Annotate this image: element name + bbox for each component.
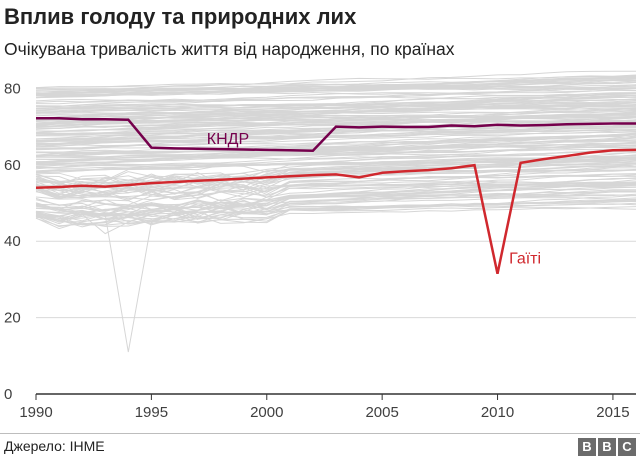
y-tick-label: 80	[4, 80, 21, 97]
country-line	[35, 75, 637, 89]
country-line	[59, 210, 152, 235]
x-tick-label: 2000	[250, 404, 283, 421]
country-line	[35, 119, 637, 147]
country-line	[35, 145, 637, 153]
country-line	[35, 191, 636, 223]
x-tick-label: 2015	[596, 404, 629, 421]
haiti-label: Гаїті	[509, 250, 541, 267]
country-line	[35, 151, 637, 163]
country-line	[35, 189, 636, 219]
x-tick-label: 1990	[19, 404, 52, 421]
country-line	[35, 80, 637, 97]
source-note: Джерело: IHME	[4, 438, 105, 454]
y-tick-label: 20	[4, 310, 21, 327]
country-line	[35, 102, 637, 123]
country-line	[35, 173, 637, 212]
country-line	[35, 95, 637, 103]
chart-subtitle: Очікувана тривалість життя від народженн…	[4, 39, 455, 59]
country-line	[35, 180, 637, 200]
country-line	[35, 174, 637, 196]
country-line	[35, 144, 637, 156]
y-tick-label: 40	[4, 233, 21, 250]
country-line	[35, 135, 637, 163]
country-line	[35, 117, 637, 143]
north-korea-line	[36, 116, 636, 152]
chart-title: Вплив голоду та природних лих	[4, 4, 357, 29]
country-line	[35, 198, 637, 225]
bbc-logo-block: B	[598, 438, 616, 456]
country-line	[35, 113, 637, 119]
country-line	[35, 110, 637, 126]
country-line	[35, 144, 637, 174]
country-line	[35, 206, 637, 221]
country-line	[35, 85, 637, 96]
country-line	[35, 131, 637, 143]
country-line	[35, 92, 637, 113]
country-line	[35, 106, 637, 115]
country-line	[35, 164, 637, 195]
life-expectancy-chart: 0 20 40 60 80 КНДР Гаїті 1990 1995 2000 2005 2010 20…	[4, 70, 637, 421]
country-line	[35, 78, 637, 99]
country-line	[35, 104, 637, 117]
country-line	[35, 133, 637, 165]
country-line	[35, 157, 637, 167]
x-tick-label: 2010	[481, 404, 514, 421]
country-line	[35, 160, 637, 168]
footer-divider	[0, 433, 640, 434]
haiti-line	[35, 148, 637, 274]
bbc-logo: B B C	[578, 438, 636, 456]
country-line	[35, 199, 637, 230]
y-tick-label: 0	[4, 386, 12, 403]
x-tick-label: 1995	[135, 404, 168, 421]
country-line	[35, 105, 637, 111]
country-line	[35, 190, 637, 218]
country-line	[35, 182, 637, 214]
country-line	[35, 174, 637, 199]
country-line	[35, 132, 637, 150]
x-tick-label: 2005	[365, 404, 398, 421]
country-line	[35, 206, 637, 228]
country-line	[35, 141, 637, 164]
country-line	[35, 70, 636, 93]
country-line	[35, 161, 637, 187]
country-line	[35, 177, 637, 216]
country-line	[35, 168, 637, 206]
north-korea-label: КНДР	[207, 131, 249, 148]
country-line	[35, 96, 636, 109]
country-line	[35, 162, 637, 194]
country-line	[35, 94, 637, 119]
country-line	[35, 107, 637, 126]
country-line	[35, 89, 637, 105]
country-line	[82, 206, 221, 353]
bbc-logo-block: B	[578, 438, 596, 456]
country-line	[35, 203, 637, 222]
bbc-logo-block: C	[618, 438, 636, 456]
y-tick-label: 60	[4, 157, 21, 174]
country-line	[35, 127, 637, 140]
